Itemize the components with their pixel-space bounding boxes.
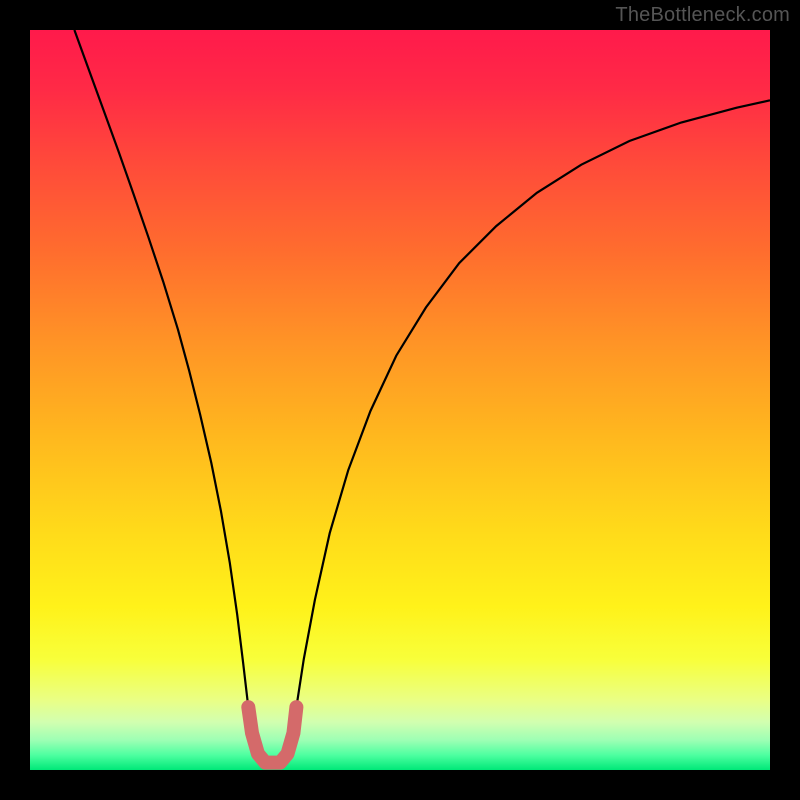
chart-svg (0, 0, 800, 800)
curve-right (296, 100, 770, 707)
plot-background (30, 30, 770, 770)
watermark-text: TheBottleneck.com (615, 4, 790, 27)
valley-marker (248, 707, 296, 763)
curve-left (74, 30, 248, 707)
